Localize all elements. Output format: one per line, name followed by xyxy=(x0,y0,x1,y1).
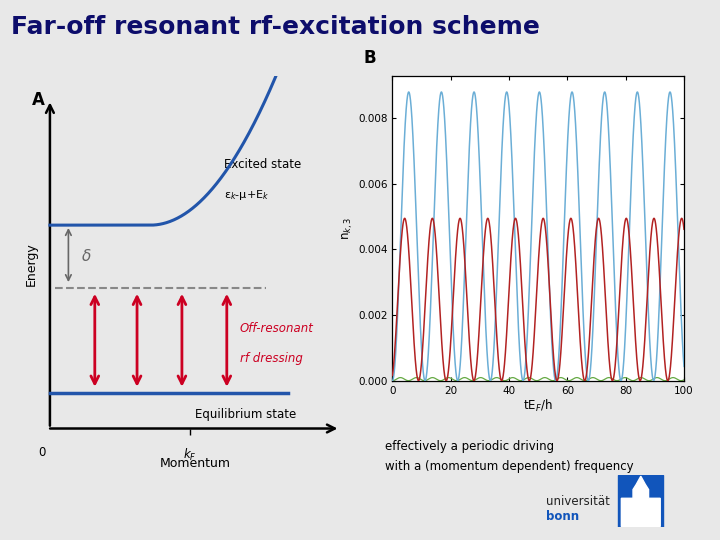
Polygon shape xyxy=(621,476,660,526)
Text: ε$_k$-μ+E$_k$: ε$_k$-μ+E$_k$ xyxy=(224,188,269,202)
Text: bonn: bonn xyxy=(546,510,579,523)
Polygon shape xyxy=(618,475,663,526)
Text: rf dressing: rf dressing xyxy=(240,352,303,365)
Text: Equilibrium state: Equilibrium state xyxy=(195,408,297,421)
Text: universität: universität xyxy=(546,495,610,508)
Text: A: A xyxy=(32,91,45,109)
Text: with a (momentum dependent) frequency: with a (momentum dependent) frequency xyxy=(385,460,634,473)
Text: B: B xyxy=(364,49,376,68)
Text: 0: 0 xyxy=(38,447,45,460)
X-axis label: tE$_F$/h: tE$_F$/h xyxy=(523,399,553,414)
Text: Momentum: Momentum xyxy=(160,457,230,470)
Text: $k_F$: $k_F$ xyxy=(183,447,197,463)
Text: effectively a periodic driving: effectively a periodic driving xyxy=(385,440,554,453)
Text: Off-resonant: Off-resonant xyxy=(240,322,314,335)
Text: Far-off resonant rf-excitation scheme: Far-off resonant rf-excitation scheme xyxy=(11,15,540,39)
Text: Energy: Energy xyxy=(25,242,38,286)
Text: Excited state: Excited state xyxy=(224,158,302,171)
Text: δ: δ xyxy=(81,249,91,264)
Y-axis label: n$_{k,3}$: n$_{k,3}$ xyxy=(341,217,355,240)
